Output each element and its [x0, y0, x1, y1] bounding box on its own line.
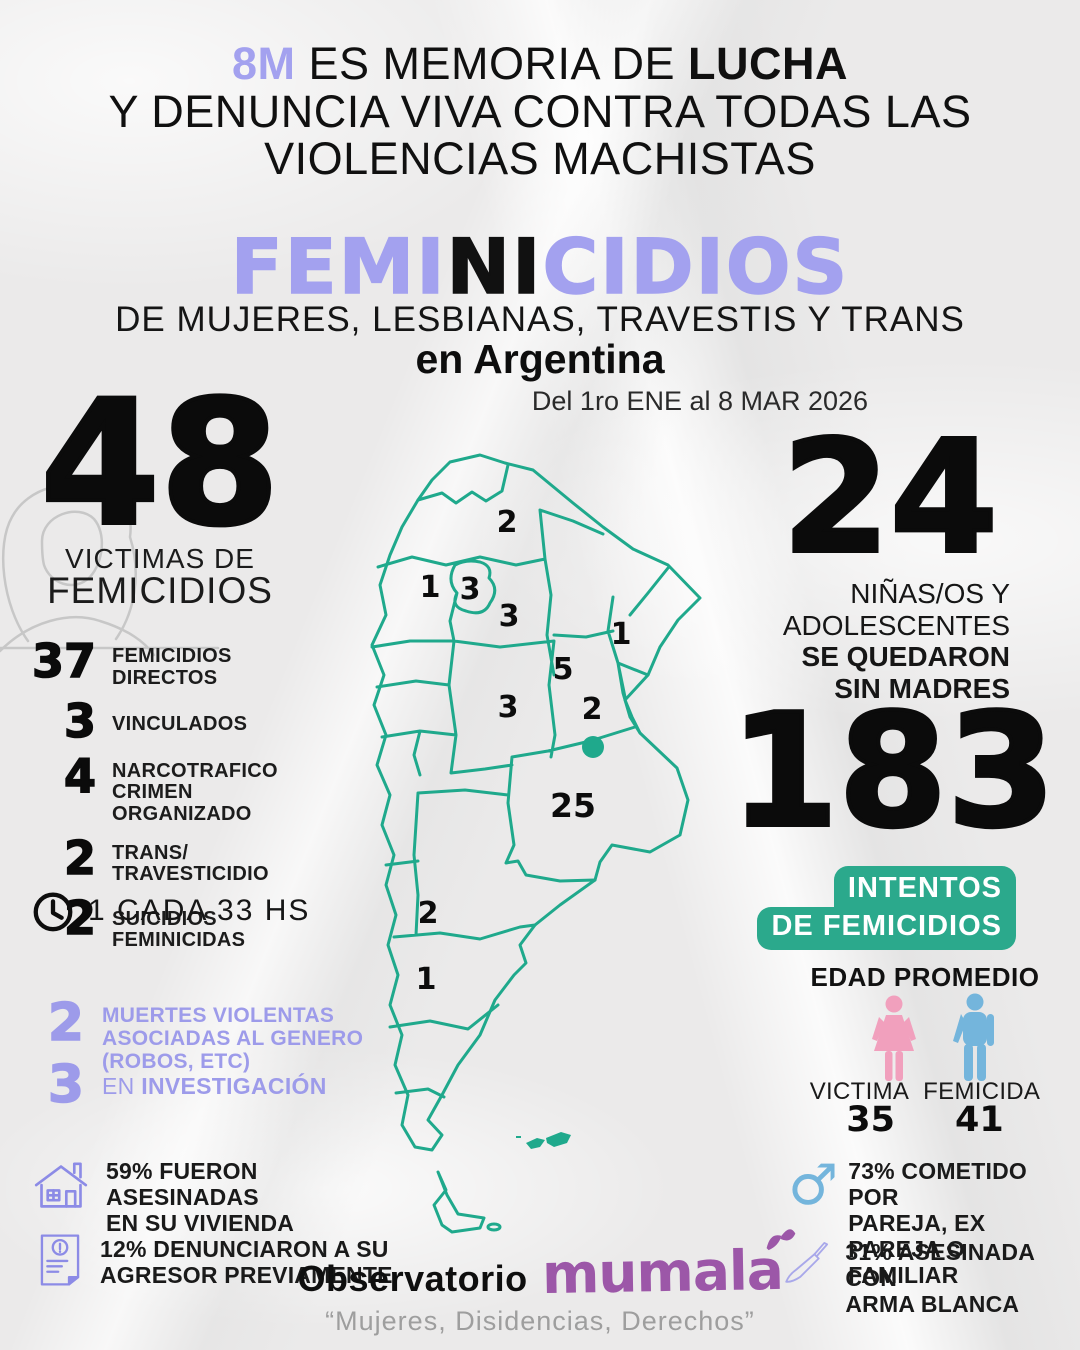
knife-icon: [785, 1242, 829, 1283]
document-icon: [40, 1234, 80, 1286]
victims-label-2: FEMICIDIOS: [47, 570, 273, 611]
victim-age-value: 35: [846, 1100, 895, 1140]
victims-count: 48: [38, 363, 281, 564]
page-title: FEMINICIDIOS: [230, 221, 850, 312]
map-count-lapampa: 2: [418, 896, 439, 931]
victim-age-label: VICTIMA: [809, 1078, 910, 1105]
observatory-label: Observatorio: [297, 1258, 528, 1299]
breakdown-row-directos: 37 FEMICIDIOS DIRECTOS: [28, 634, 328, 689]
butterfly-icon: [766, 1229, 795, 1251]
map-count-corrientes: 1: [611, 617, 632, 652]
breakdown-row-travesticidio: 2 TRANS/TRAVESTICIDIO: [28, 830, 328, 886]
header-line1: 8M ES MEMORIA DE LUCHA: [231, 38, 849, 89]
map-count-tucuman: 3: [460, 572, 481, 607]
investigation-row: 3 EN INVESTIGACIÓN: [47, 1055, 327, 1115]
map-count-buenosaires: 25: [550, 786, 596, 825]
map-count-rionegro: 1: [416, 962, 437, 997]
province-borders: [370, 463, 670, 1099]
breakdown-value: 3: [63, 694, 97, 749]
victims-label-1: VICTIMAS DE: [65, 543, 255, 574]
home-fact-row: 59% FUERON ASESINADAS EN SU VIVIENDA: [30, 1158, 294, 1236]
map-count-santafe: 5: [553, 652, 574, 687]
argentina-outline: [370, 453, 702, 1152]
attempts-badge-line2: DE FEMICIDIOS: [757, 907, 1016, 950]
breakdown-value: 2: [63, 830, 97, 885]
house-icon: [34, 1162, 88, 1208]
footer: Observatorio mumala “Mujeres, Disidencia…: [0, 1229, 1080, 1337]
isla-icon: [486, 1222, 502, 1232]
breakdown-row-narcotrafico: 4 NARCOTRAFICO CRIMEN ORGANIZADO: [28, 748, 328, 826]
attempts-badge: INTENTOS DE FEMICIDIOS: [757, 866, 1016, 950]
average-age-title: EDAD PROMEDIO: [810, 962, 1040, 992]
header-line3: VIOLENCIAS MACHISTAS: [264, 133, 816, 185]
femicide-age-label: FEMICIDA: [923, 1078, 1041, 1105]
tierra-del-fuego-outline: [432, 1170, 486, 1234]
femicide-age-value: 41: [955, 1100, 1004, 1140]
orphans-count: 24: [780, 407, 1000, 588]
woman-silhouette-icon: [0, 484, 220, 657]
map-count-cordoba: 3: [498, 690, 519, 725]
header-title: 8M ES MEMORIA DE LUCHA Y DENUNCIA VIVA C…: [0, 40, 1080, 183]
age-labels: VICTIMA FEMICIDA: [790, 1078, 1060, 1106]
attempts-count: 183: [728, 680, 1058, 862]
weapon-fact-row: 31% ASESINADA CON ARMA BLANCA: [782, 1236, 1080, 1317]
partner-fact-row: ♂ 73% COMETIDO POR PAREJA, EX PAREJA O F…: [788, 1153, 1027, 1288]
title-country: en Argentina: [415, 336, 665, 382]
title-subtitle: DE MUJERES, LESBIANAS, TRAVESTIS Y TRANS: [115, 300, 965, 339]
age-values: 35 41: [790, 1100, 1060, 1140]
woman-figure-icon: [872, 995, 916, 1081]
map-count-santiago: 3: [499, 599, 520, 634]
caba-marker-dot: [582, 736, 604, 758]
attempts-badge-line1: INTENTOS: [833, 866, 1016, 907]
malvinas-icon: [516, 1132, 571, 1149]
map-count-entrerios: 2: [582, 692, 603, 727]
clock-icon: [33, 892, 73, 932]
frequency-label: 1 CADA 33 HS: [88, 894, 311, 927]
breakdown-row-vinculados: 3 VINCULADOS: [28, 694, 328, 749]
breakdown-value: 37: [31, 634, 97, 688]
argentina-map: 2 1 3 3 1 5 3 2 25 2 1: [370, 453, 702, 1234]
header-8m: 8M: [231, 38, 296, 89]
orphans-label: NIÑAS/OS Y ADOLESCENTES SE QUEDARON SIN …: [782, 578, 1010, 704]
header-lucha: LUCHA: [688, 38, 849, 89]
man-figure-icon: [953, 993, 994, 1081]
map-count-catamarca: 1: [420, 570, 441, 605]
male-symbol-icon: ♂: [788, 1153, 839, 1218]
report-fact-row: 12% DENUNCIARON A SU AGRESOR PREVIAMENTE: [36, 1232, 393, 1288]
footer-quote: “Mujeres, Disidencias, Derechos”: [325, 1306, 755, 1336]
mumala-logo: mumala: [541, 1229, 795, 1306]
header-line2: Y DENUNCIA VIVA CONTRA TODAS LAS: [108, 85, 972, 137]
date-range: Del 1ro ENE al 8 MAR 2026: [531, 386, 869, 416]
frequency-row: 1 CADA 33 HS: [30, 888, 310, 934]
map-count-salta: 2: [497, 505, 518, 540]
gender-violence-row: 2 MUERTES VIOLENTAS ASOCIADAS AL GENERO …: [47, 993, 364, 1074]
breakdown-value: 4: [63, 748, 97, 803]
